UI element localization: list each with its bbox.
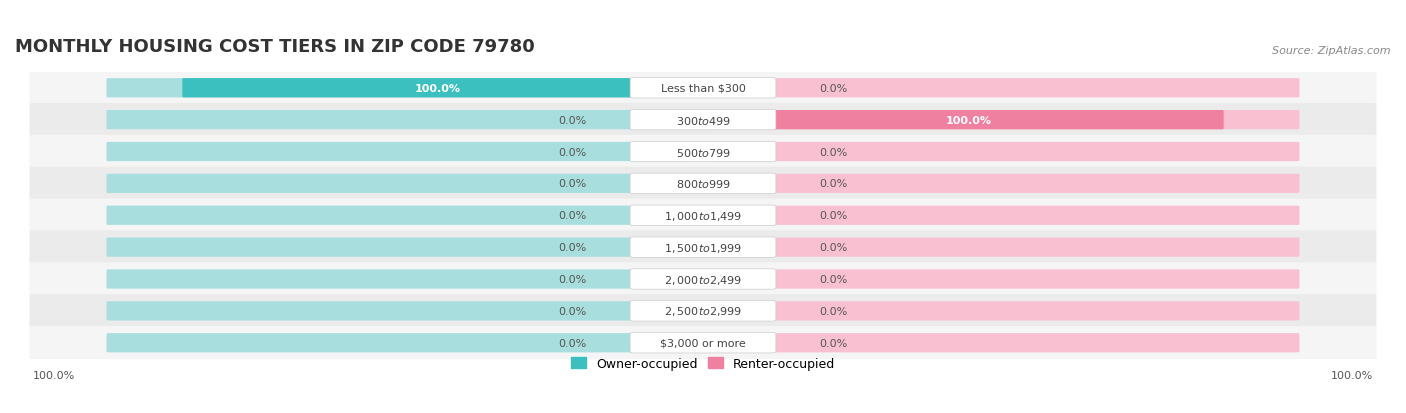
- FancyBboxPatch shape: [630, 333, 776, 353]
- FancyBboxPatch shape: [107, 206, 693, 225]
- FancyBboxPatch shape: [630, 206, 776, 226]
- Text: Less than $300: Less than $300: [661, 83, 745, 93]
- FancyBboxPatch shape: [30, 294, 1376, 328]
- FancyBboxPatch shape: [630, 301, 776, 321]
- FancyBboxPatch shape: [630, 78, 776, 99]
- FancyBboxPatch shape: [713, 270, 1299, 289]
- Text: 0.0%: 0.0%: [558, 211, 586, 221]
- Text: 0.0%: 0.0%: [820, 242, 848, 252]
- Text: 0.0%: 0.0%: [558, 242, 586, 252]
- FancyBboxPatch shape: [30, 199, 1376, 233]
- FancyBboxPatch shape: [30, 167, 1376, 201]
- FancyBboxPatch shape: [107, 301, 693, 321]
- Text: 0.0%: 0.0%: [558, 338, 586, 348]
- Text: 0.0%: 0.0%: [820, 274, 848, 284]
- Text: 0.0%: 0.0%: [820, 179, 848, 189]
- Text: 0.0%: 0.0%: [820, 147, 848, 157]
- Text: $300 to $499: $300 to $499: [675, 114, 731, 126]
- Text: 100.0%: 100.0%: [1331, 370, 1374, 380]
- Text: $2,000 to $2,499: $2,000 to $2,499: [664, 273, 742, 286]
- FancyBboxPatch shape: [30, 231, 1376, 265]
- FancyBboxPatch shape: [713, 79, 1299, 98]
- FancyBboxPatch shape: [183, 79, 693, 98]
- Legend: Owner-occupied, Renter-occupied: Owner-occupied, Renter-occupied: [571, 357, 835, 370]
- Text: 0.0%: 0.0%: [820, 211, 848, 221]
- FancyBboxPatch shape: [713, 206, 1299, 225]
- FancyBboxPatch shape: [107, 79, 693, 98]
- FancyBboxPatch shape: [713, 301, 1299, 321]
- FancyBboxPatch shape: [630, 142, 776, 162]
- Text: 0.0%: 0.0%: [558, 274, 586, 284]
- FancyBboxPatch shape: [713, 111, 1223, 130]
- FancyBboxPatch shape: [107, 142, 693, 162]
- Text: 100.0%: 100.0%: [415, 83, 461, 93]
- FancyBboxPatch shape: [107, 238, 693, 257]
- FancyBboxPatch shape: [107, 333, 693, 353]
- Text: $800 to $999: $800 to $999: [675, 178, 731, 190]
- Text: 100.0%: 100.0%: [945, 115, 991, 125]
- Text: $2,500 to $2,999: $2,500 to $2,999: [664, 305, 742, 318]
- FancyBboxPatch shape: [630, 174, 776, 194]
- Text: $500 to $799: $500 to $799: [675, 146, 731, 158]
- Text: $3,000 or more: $3,000 or more: [661, 338, 745, 348]
- FancyBboxPatch shape: [713, 174, 1299, 194]
- Text: 0.0%: 0.0%: [558, 147, 586, 157]
- Text: MONTHLY HOUSING COST TIERS IN ZIP CODE 79780: MONTHLY HOUSING COST TIERS IN ZIP CODE 7…: [15, 38, 534, 55]
- FancyBboxPatch shape: [107, 111, 693, 130]
- Text: 0.0%: 0.0%: [558, 115, 586, 125]
- FancyBboxPatch shape: [713, 333, 1299, 353]
- FancyBboxPatch shape: [30, 263, 1376, 297]
- FancyBboxPatch shape: [30, 135, 1376, 169]
- Text: $1,000 to $1,499: $1,000 to $1,499: [664, 209, 742, 222]
- FancyBboxPatch shape: [30, 104, 1376, 138]
- FancyBboxPatch shape: [713, 238, 1299, 257]
- FancyBboxPatch shape: [107, 174, 693, 194]
- FancyBboxPatch shape: [630, 237, 776, 258]
- FancyBboxPatch shape: [107, 270, 693, 289]
- Text: 0.0%: 0.0%: [558, 306, 586, 316]
- FancyBboxPatch shape: [713, 111, 1299, 130]
- Text: 0.0%: 0.0%: [558, 179, 586, 189]
- Text: Source: ZipAtlas.com: Source: ZipAtlas.com: [1272, 45, 1391, 55]
- Text: 0.0%: 0.0%: [820, 306, 848, 316]
- FancyBboxPatch shape: [630, 269, 776, 290]
- Text: 0.0%: 0.0%: [820, 338, 848, 348]
- Text: 100.0%: 100.0%: [32, 370, 75, 380]
- FancyBboxPatch shape: [30, 326, 1376, 360]
- FancyBboxPatch shape: [713, 142, 1299, 162]
- FancyBboxPatch shape: [30, 72, 1376, 106]
- Text: 0.0%: 0.0%: [820, 83, 848, 93]
- Text: $1,500 to $1,999: $1,500 to $1,999: [664, 241, 742, 254]
- FancyBboxPatch shape: [630, 110, 776, 131]
